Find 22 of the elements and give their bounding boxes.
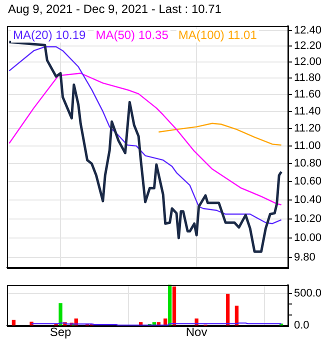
y-tick-label: 11.80	[294, 72, 321, 84]
text: MA(50) 10.35	[96, 28, 169, 42]
y-tick-label: 10.80	[294, 158, 322, 170]
x-tick-label: Sep	[50, 325, 72, 340]
series-label: MA(20) 10.19	[13, 28, 86, 42]
y-tick-label: 500.0	[294, 288, 322, 300]
y-tick-label: 12.20	[294, 40, 322, 52]
y-tick-label: 10.40	[294, 194, 322, 206]
y-tick-label: 9.80	[294, 252, 316, 264]
chart-title: Aug 9, 2021 - Dec 9, 2021 - Last : 10.71	[8, 2, 222, 16]
y-tick-label: 11.20	[294, 122, 321, 135]
x-tick-label: Nov	[186, 325, 208, 340]
y-tick-label: 10.60	[294, 176, 322, 188]
text: MA(100) 11.01	[178, 28, 258, 42]
y-tick-label: 11.60	[294, 88, 321, 101]
y-tick-label: 10.00	[294, 232, 322, 244]
y-tick-label: 0.0	[294, 320, 310, 332]
y-tick-label: 11.00	[294, 140, 321, 152]
y-tick-label: 12.00	[294, 56, 322, 68]
y-tick-label: 10.20	[294, 212, 322, 225]
y-tick-label: 11.40	[294, 105, 321, 118]
y-tick-label: 12.40	[294, 24, 322, 36]
